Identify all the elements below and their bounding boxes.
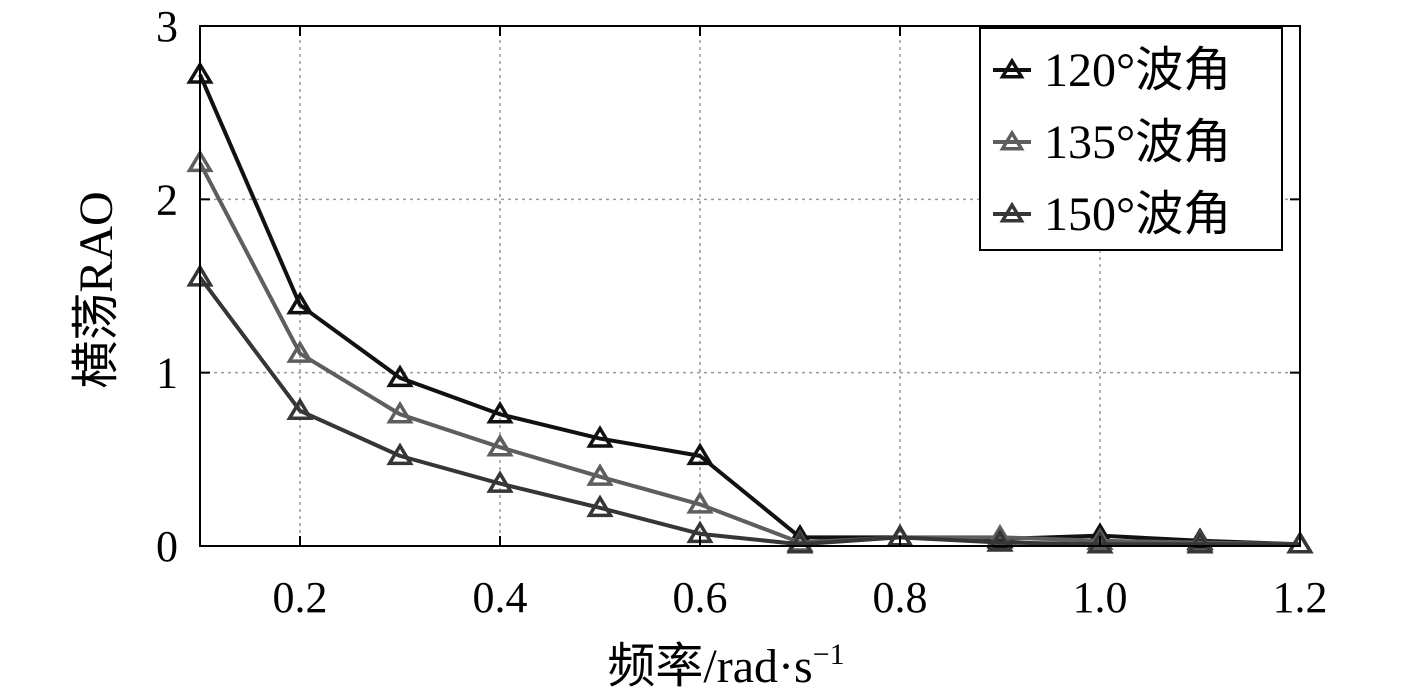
legend-label: 135°波角 xyxy=(1044,116,1231,169)
data-point xyxy=(586,463,614,486)
x-axis-label: 频率/rad·s−1 xyxy=(607,638,844,693)
data-point xyxy=(986,523,1014,547)
data-point xyxy=(286,340,314,363)
data-point xyxy=(686,490,714,514)
y-axis-label: 横荡RAO xyxy=(70,191,123,388)
x-tick-label: 0.4 xyxy=(473,573,528,622)
data-point xyxy=(386,364,414,388)
y-axis-ticks: 0 1 2 3 xyxy=(156,2,1300,571)
legend-item: 120°波角 xyxy=(993,44,1231,97)
x-axis-ticks: 0.2 0.4 0.6 0.8 1.0 1.2 xyxy=(273,26,1328,622)
series-line xyxy=(198,162,1301,547)
data-point xyxy=(286,291,314,315)
data-point xyxy=(486,470,514,493)
x-axis-label-main: 频率/rad·s xyxy=(607,640,812,693)
data-point xyxy=(1286,530,1314,554)
legend-item: 150°波角 xyxy=(993,188,1231,241)
y-tick-label: 2 xyxy=(156,175,178,224)
data-point xyxy=(486,433,514,457)
series-3 xyxy=(186,263,1314,554)
x-tick-label: 1.2 xyxy=(1273,573,1328,622)
data-point xyxy=(586,425,614,448)
legend-marker-icon xyxy=(999,57,1025,79)
data-point xyxy=(1186,530,1214,554)
data-point xyxy=(286,397,314,421)
y-tick-label: 1 xyxy=(156,349,178,398)
data-point xyxy=(386,442,414,466)
y-tick-label: 0 xyxy=(156,522,178,571)
series-line xyxy=(198,276,1300,547)
data-point xyxy=(686,442,714,466)
x-tick-label: 1.0 xyxy=(1073,573,1128,622)
plot-frame xyxy=(199,25,1301,547)
data-point xyxy=(1086,527,1114,551)
x-tick-label: 0.8 xyxy=(873,573,928,622)
legend-label: 150°波角 xyxy=(1044,188,1231,241)
legend-marker-icon xyxy=(999,129,1025,151)
grid xyxy=(200,26,1300,546)
x-axis-label-superscript: −1 xyxy=(813,638,845,671)
data-point xyxy=(1086,530,1114,554)
legend-item: 135°波角 xyxy=(993,116,1231,169)
legend-label: 120°波角 xyxy=(1044,44,1231,97)
y-tick-label: 3 xyxy=(156,2,178,51)
data-point xyxy=(786,530,814,554)
data-point xyxy=(486,400,514,424)
series-line xyxy=(198,73,1301,547)
data-point xyxy=(586,494,614,518)
x-tick-label: 0.2 xyxy=(273,573,328,622)
data-point xyxy=(986,529,1014,552)
x-tick-label: 0.6 xyxy=(673,573,728,622)
legend-marker-icon xyxy=(999,201,1025,223)
legend: 120°波角 135°波角 150°波角 xyxy=(979,27,1283,251)
data-point xyxy=(386,400,414,424)
